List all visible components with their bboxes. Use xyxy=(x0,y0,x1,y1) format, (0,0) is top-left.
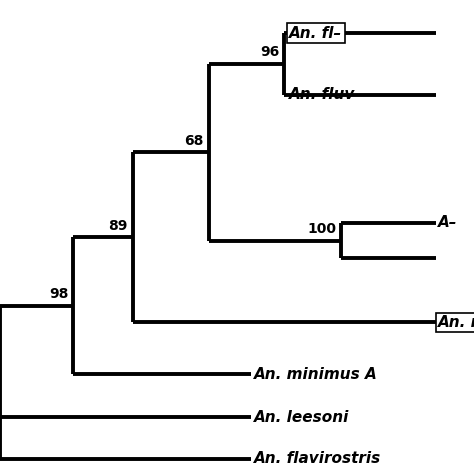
Text: 89: 89 xyxy=(109,219,128,233)
Text: 98: 98 xyxy=(49,287,69,301)
Text: An. fluv–: An. fluv– xyxy=(289,87,363,102)
Text: A–: A– xyxy=(438,215,458,230)
Text: An. flavirostris: An. flavirostris xyxy=(254,451,381,466)
Text: An. minimus A: An. minimus A xyxy=(254,367,377,382)
Text: An. mi–: An. mi– xyxy=(438,315,474,330)
Text: An. leesoni: An. leesoni xyxy=(254,410,349,425)
Text: 100: 100 xyxy=(308,222,337,236)
Text: 68: 68 xyxy=(184,134,204,147)
Text: An. fl–: An. fl– xyxy=(289,26,342,41)
Text: 96: 96 xyxy=(260,45,280,59)
